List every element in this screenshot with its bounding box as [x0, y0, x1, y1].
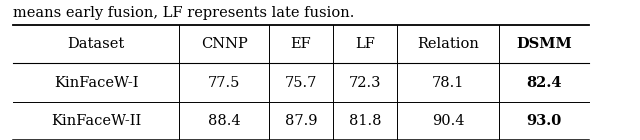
Text: 81.8: 81.8 — [349, 114, 381, 128]
Text: Dataset: Dataset — [67, 37, 125, 51]
Text: KinFaceW-I: KinFaceW-I — [54, 76, 138, 90]
Text: CNNP: CNNP — [200, 37, 248, 51]
Text: 77.5: 77.5 — [208, 76, 240, 90]
Text: 78.1: 78.1 — [432, 76, 464, 90]
Text: 88.4: 88.4 — [208, 114, 240, 128]
Text: means early fusion, LF represents late fusion.: means early fusion, LF represents late f… — [13, 6, 354, 20]
Text: LF: LF — [355, 37, 375, 51]
Text: 72.3: 72.3 — [349, 76, 381, 90]
Text: EF: EF — [291, 37, 311, 51]
Text: KinFaceW-II: KinFaceW-II — [51, 114, 141, 128]
Text: 90.4: 90.4 — [432, 114, 464, 128]
Text: 93.0: 93.0 — [526, 114, 562, 128]
Text: 87.9: 87.9 — [285, 114, 317, 128]
Text: 75.7: 75.7 — [285, 76, 317, 90]
Text: 82.4: 82.4 — [526, 76, 562, 90]
Text: Relation: Relation — [417, 37, 479, 51]
Text: DSMM: DSMM — [516, 37, 572, 51]
